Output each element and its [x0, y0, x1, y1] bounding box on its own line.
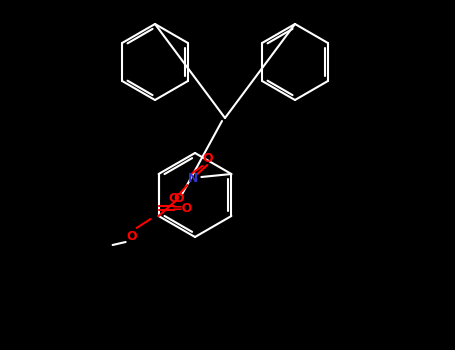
Text: O: O: [126, 230, 137, 243]
Text: O: O: [173, 191, 184, 204]
Text: O: O: [168, 193, 179, 205]
Text: O: O: [202, 153, 212, 166]
Text: =O: =O: [172, 202, 193, 215]
Text: N: N: [188, 173, 198, 186]
